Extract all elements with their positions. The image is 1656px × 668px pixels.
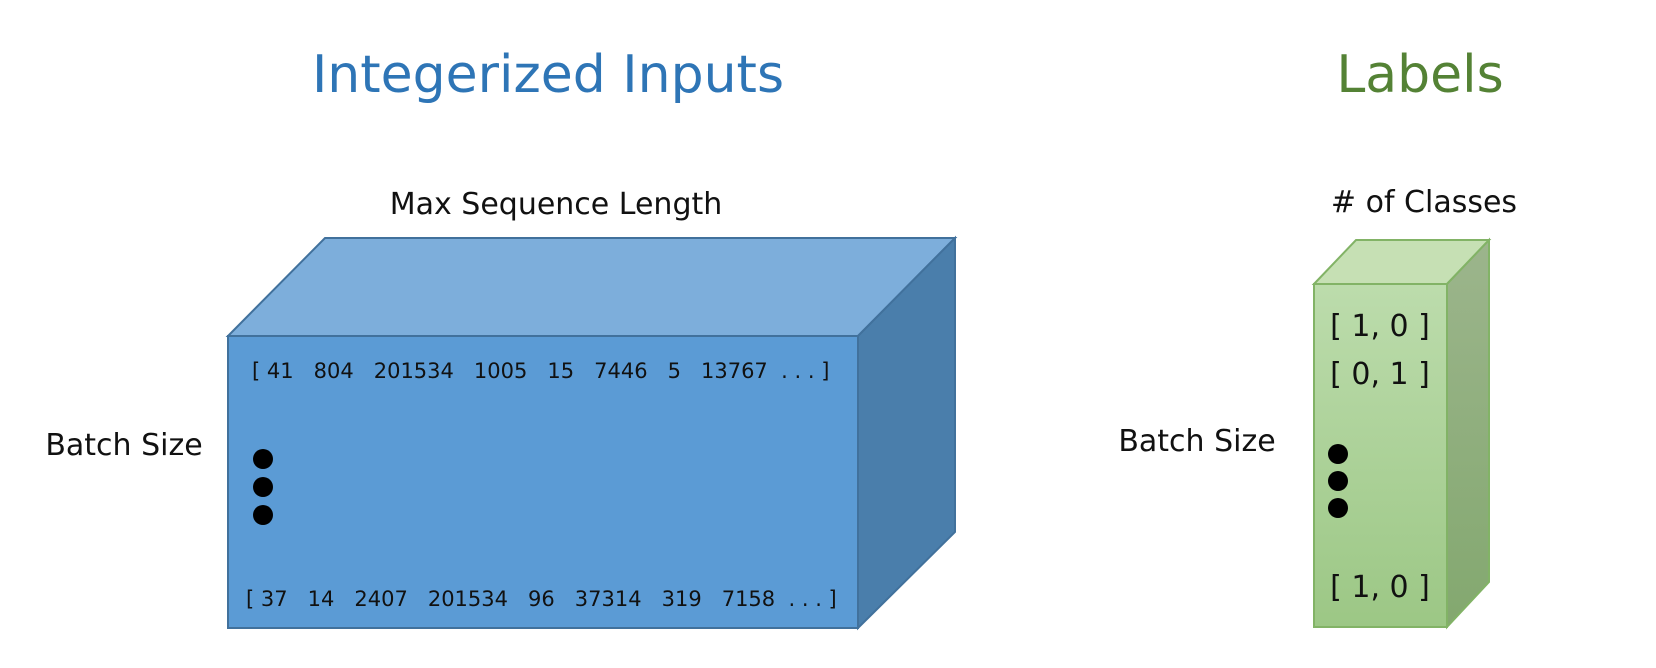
labels-group: Labels # of Classes Batch Size [ 1, 0 ] …	[1118, 45, 1517, 630]
ellipsis-dot	[1328, 498, 1348, 518]
inputs-batch-size-label: Batch Size	[45, 428, 202, 463]
labels-num-classes-label: # of Classes	[1331, 185, 1517, 220]
inputs-ellipsis-dots	[253, 449, 273, 525]
ellipsis-dot	[253, 505, 273, 525]
inputs-title: Integerized Inputs	[312, 45, 784, 105]
labels-row-2: [ 0, 1 ]	[1330, 357, 1430, 392]
inputs-first-row: [ 41 804 201534 1005 15 7446 5 13767 . .…	[252, 359, 829, 383]
ellipsis-dot	[253, 477, 273, 497]
ellipsis-dot	[253, 449, 273, 469]
ellipsis-dot	[1328, 444, 1348, 464]
inputs-tensor-box	[225, 235, 958, 631]
labels-ellipsis-dots	[1328, 444, 1348, 518]
ellipsis-dot	[1328, 471, 1348, 491]
labels-title: Labels	[1336, 45, 1503, 105]
labels-batch-size-label: Batch Size	[1118, 424, 1275, 459]
inputs-box-front-face	[227, 335, 859, 629]
labels-tensor-box	[1311, 237, 1492, 630]
labels-box-side-face	[1446, 237, 1490, 630]
labels-row-1: [ 1, 0 ]	[1330, 309, 1430, 344]
inputs-max-sequence-length-label: Max Sequence Length	[390, 187, 723, 222]
labels-row-last: [ 1, 0 ]	[1330, 570, 1430, 605]
inputs-box-top-face	[225, 237, 958, 337]
inputs-group: Integerized Inputs Max Sequence Length B…	[45, 45, 958, 631]
inputs-last-row: [ 37 14 2407 201534 96 37314 319 7158 . …	[246, 587, 837, 611]
